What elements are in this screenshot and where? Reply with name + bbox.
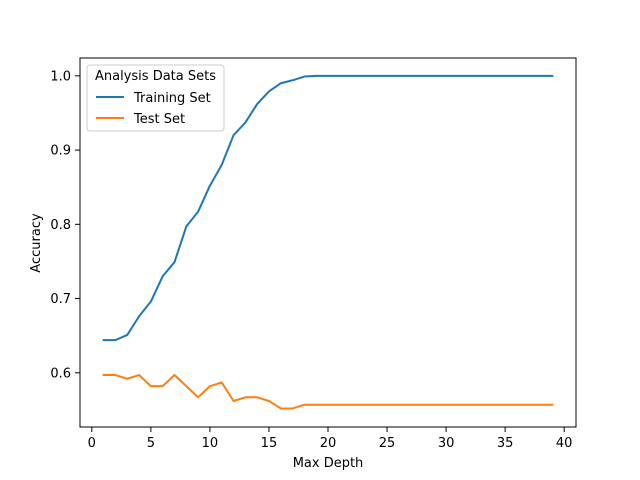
y-tick-label: 0.8 bbox=[50, 218, 71, 233]
x-tick-label: 0 bbox=[88, 436, 96, 451]
legend-label-test-set: Test Set bbox=[133, 112, 185, 127]
x-tick-label: 5 bbox=[147, 436, 155, 451]
legend-label-training-set: Training Set bbox=[133, 91, 211, 106]
y-axis-ticks: 0.6 0.7 0.8 0.9 1.0 bbox=[50, 69, 80, 381]
y-tick-label: 0.9 bbox=[50, 144, 71, 159]
plot-series bbox=[102, 74, 554, 410]
legend-title: Analysis Data Sets bbox=[95, 69, 216, 84]
x-tick-label: 15 bbox=[261, 436, 278, 451]
y-tick-label: 1.0 bbox=[50, 69, 71, 84]
x-tick-label: 30 bbox=[438, 436, 455, 451]
x-tick-label: 40 bbox=[556, 436, 573, 451]
y-tick-label: 0.6 bbox=[50, 366, 71, 381]
x-tick-label: 20 bbox=[320, 436, 337, 451]
x-tick-label: 35 bbox=[497, 436, 514, 451]
legend-box bbox=[86, 64, 225, 132]
y-axis-label: Accuracy bbox=[29, 213, 44, 273]
series-line-test-set bbox=[102, 374, 554, 410]
x-axis-ticks: 0 5 10 15 20 25 30 35 40 bbox=[88, 427, 573, 451]
x-tick-label: 25 bbox=[379, 436, 396, 451]
x-axis-label: Max Depth bbox=[293, 456, 364, 471]
y-tick-label: 0.7 bbox=[50, 292, 71, 307]
series-line-training-set bbox=[102, 74, 554, 342]
legend: Analysis Data Sets Training Set Test Set bbox=[86, 64, 225, 132]
x-tick-label: 10 bbox=[202, 436, 219, 451]
